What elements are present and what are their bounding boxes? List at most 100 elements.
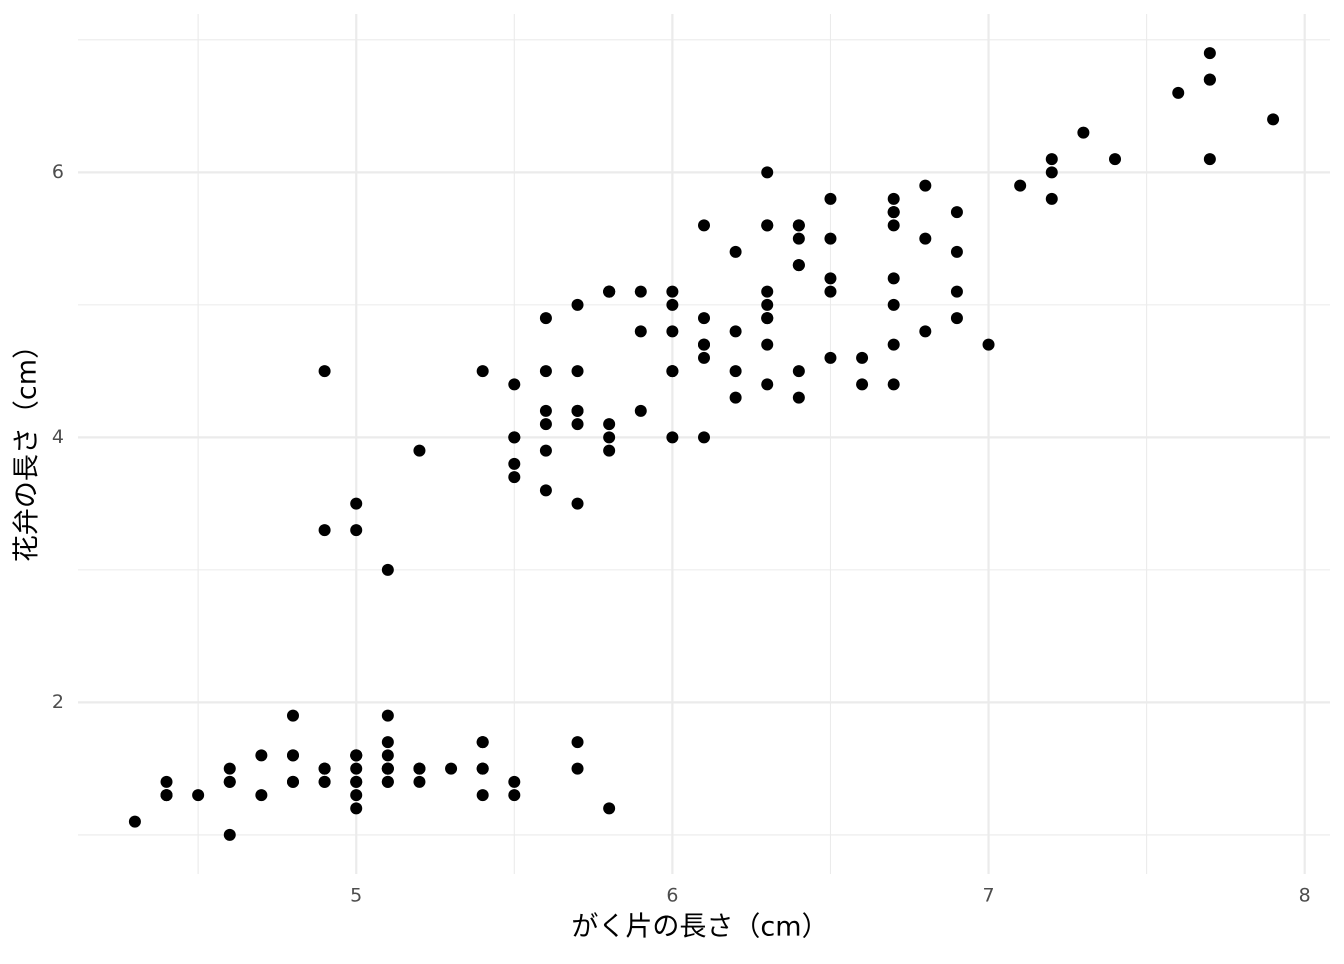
point: [919, 232, 932, 245]
point: [318, 762, 331, 775]
point: [919, 325, 932, 338]
point: [603, 444, 616, 457]
x-tick-label: 6: [666, 885, 678, 907]
point: [571, 497, 584, 510]
point: [761, 219, 774, 232]
point: [381, 749, 394, 762]
point: [286, 709, 299, 722]
point: [634, 285, 647, 298]
point: [508, 775, 521, 788]
point: [413, 762, 426, 775]
point: [887, 298, 900, 311]
point: [729, 391, 742, 404]
point: [792, 219, 805, 232]
point: [982, 338, 995, 351]
point: [1109, 153, 1122, 166]
point: [381, 736, 394, 749]
point: [887, 206, 900, 219]
y-tick-label: 6: [52, 161, 64, 183]
point: [761, 312, 774, 325]
point: [666, 431, 679, 444]
point: [1267, 113, 1280, 126]
point: [729, 365, 742, 378]
point: [286, 775, 299, 788]
point: [508, 471, 521, 484]
point: [824, 272, 837, 285]
point: [634, 325, 647, 338]
point: [856, 378, 869, 391]
point: [476, 762, 489, 775]
point: [508, 378, 521, 391]
point: [350, 497, 363, 510]
point: [792, 259, 805, 272]
point: [1077, 126, 1090, 139]
x-tick-label: 8: [1299, 885, 1311, 907]
point: [761, 285, 774, 298]
point: [950, 206, 963, 219]
point: [223, 828, 236, 841]
point: [255, 789, 268, 802]
y-tick-label: 4: [52, 426, 64, 448]
point: [761, 378, 774, 391]
point: [350, 762, 363, 775]
point: [381, 762, 394, 775]
point: [350, 775, 363, 788]
point: [603, 802, 616, 815]
point: [350, 789, 363, 802]
point: [666, 285, 679, 298]
point: [445, 762, 458, 775]
point: [950, 312, 963, 325]
point: [1203, 47, 1216, 60]
point: [1045, 166, 1058, 179]
point: [792, 391, 805, 404]
point: [571, 365, 584, 378]
point: [666, 365, 679, 378]
point: [761, 298, 774, 311]
point: [539, 365, 552, 378]
point: [160, 775, 173, 788]
point: [350, 802, 363, 815]
point: [792, 365, 805, 378]
point: [1172, 86, 1185, 99]
point: [539, 312, 552, 325]
point: [698, 351, 710, 364]
point: [666, 298, 679, 311]
point: [887, 338, 900, 351]
point: [666, 325, 679, 338]
point: [1045, 153, 1058, 166]
point: [919, 179, 932, 192]
point: [887, 219, 900, 232]
point: [223, 775, 236, 788]
point: [508, 789, 521, 802]
point: [539, 418, 552, 431]
point: [761, 338, 774, 351]
point: [476, 365, 489, 378]
point: [508, 457, 521, 470]
point: [571, 736, 584, 749]
x-tick-label: 5: [350, 885, 362, 907]
point: [539, 404, 552, 417]
point: [381, 563, 394, 576]
point: [1203, 153, 1216, 166]
point: [887, 378, 900, 391]
point: [824, 192, 837, 205]
point: [729, 245, 742, 258]
point: [698, 219, 710, 232]
x-tick-label: 7: [982, 885, 994, 907]
point: [255, 749, 268, 762]
point: [476, 789, 489, 802]
point: [571, 418, 584, 431]
point: [413, 775, 426, 788]
point: [950, 245, 963, 258]
y-axis-title: 花弁の長さ（cm）: [12, 332, 43, 562]
point: [698, 312, 710, 325]
point: [286, 749, 299, 762]
point: [381, 709, 394, 722]
point: [381, 775, 394, 788]
point: [539, 484, 552, 497]
point: [729, 325, 742, 338]
point: [318, 524, 331, 537]
point: [603, 418, 616, 431]
point: [160, 789, 173, 802]
point: [476, 736, 489, 749]
